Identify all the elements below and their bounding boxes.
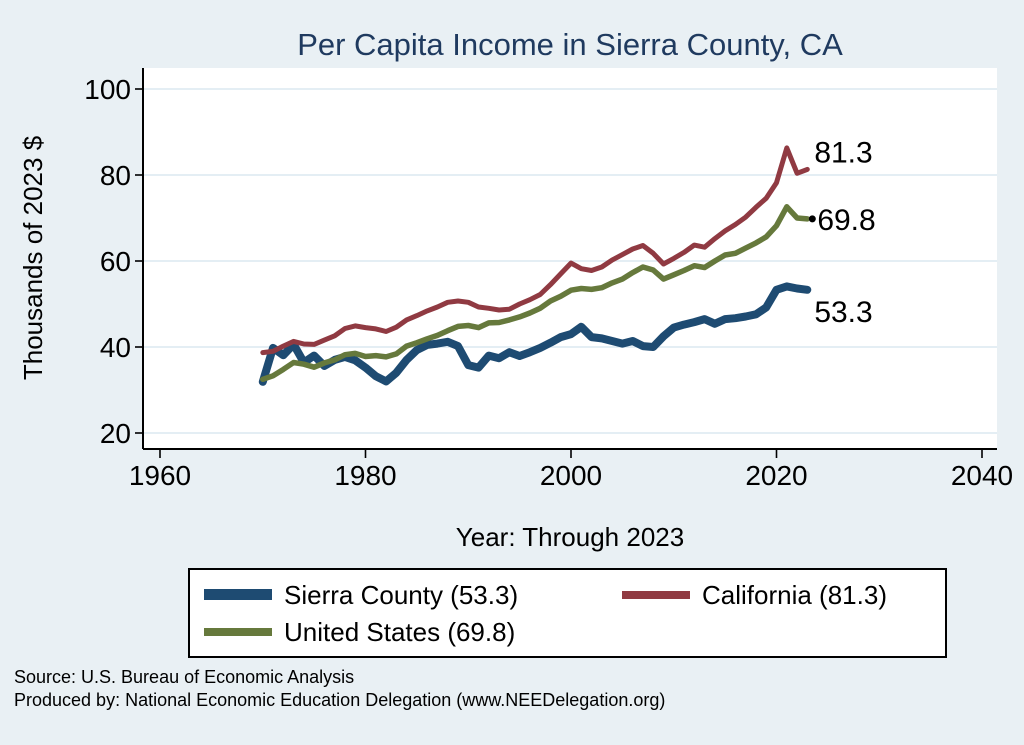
x-tick-label: 2040 <box>951 460 1013 491</box>
x-tick-label: 2020 <box>745 460 807 491</box>
series-line-sierra-county <box>258 282 812 386</box>
x-tick-label: 1960 <box>129 460 191 491</box>
legend: Sierra County (53.3) California (81.3) U… <box>188 568 947 658</box>
legend-swatch-sierra-county <box>204 589 272 600</box>
series-line-california <box>260 145 810 356</box>
legend-label-sierra-county: Sierra County (53.3) <box>284 580 519 610</box>
y-tick-label: 20 <box>100 418 131 449</box>
y-axis-title: Thousands of 2023 $ <box>18 135 48 380</box>
legend-label-united-states: United States (69.8) <box>284 617 516 647</box>
legend-label-california: California (81.3) <box>702 580 887 610</box>
source-notes: Source: U.S. Bureau of Economic Analysis… <box>14 666 665 712</box>
produced-by-line: Produced by: National Economic Education… <box>14 690 666 710</box>
end-label-united-states: 69.8 <box>817 204 875 237</box>
x-tick-label: 2000 <box>540 460 602 491</box>
x-axis-title: Year: Through 2023 <box>456 522 684 552</box>
source-line: Source: U.S. Bureau of Economic Analysis <box>14 667 355 687</box>
legend-swatch-united-states <box>204 628 272 636</box>
y-tick-label: 40 <box>100 332 131 363</box>
y-tick-label: 100 <box>84 74 131 105</box>
end-marker-dot-united-states <box>808 215 816 223</box>
series-line-united-states <box>260 204 811 383</box>
chart-title: Per Capita Income in Sierra County, CA <box>297 27 843 62</box>
end-label-california: 81.3 <box>814 136 872 169</box>
legend-swatch-california <box>622 591 690 599</box>
end-label-sierra-county: 53.3 <box>814 296 872 329</box>
x-tick-label: 1980 <box>334 460 396 491</box>
y-tick-label: 80 <box>100 160 131 191</box>
y-tick-label: 60 <box>100 246 131 277</box>
plot-background <box>143 68 997 449</box>
